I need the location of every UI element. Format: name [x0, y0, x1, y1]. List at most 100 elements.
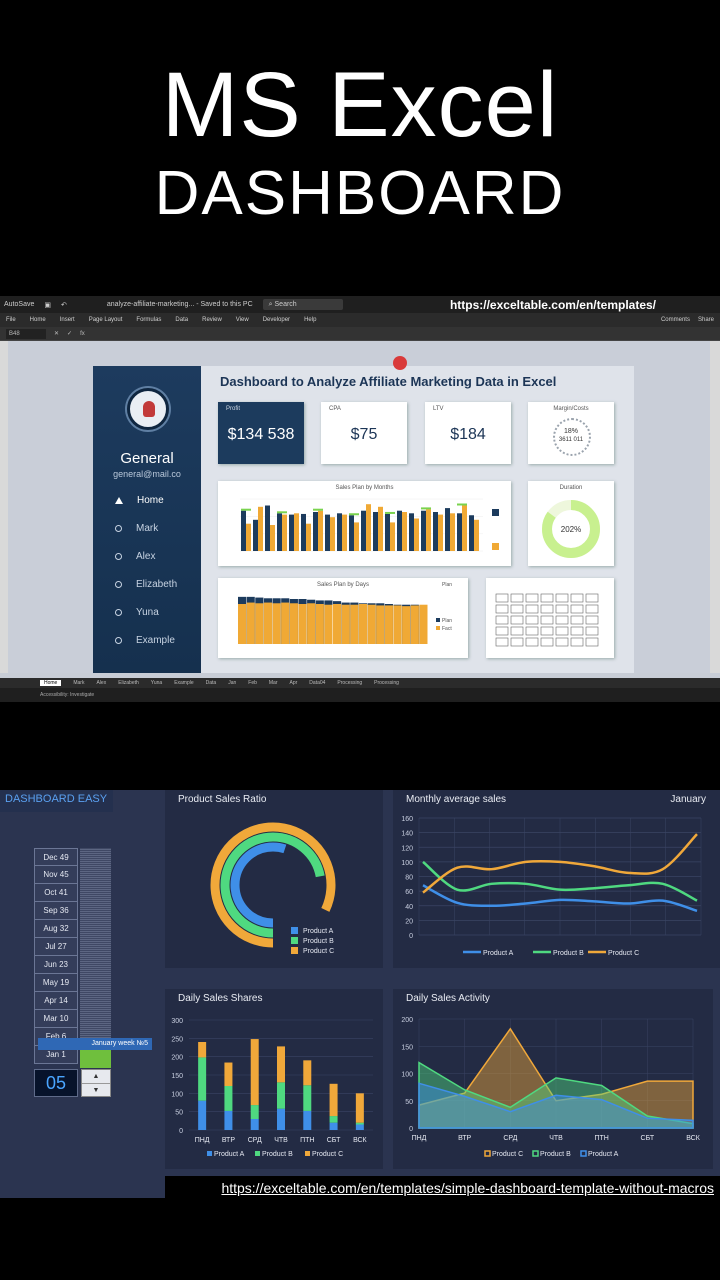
- ribbon-tab-help[interactable]: Help: [304, 317, 317, 323]
- legend-swatch: [291, 937, 298, 944]
- sidebar-item-alex[interactable]: Alex: [93, 542, 201, 570]
- bar-a: [373, 512, 378, 551]
- month-item[interactable]: Jun 23: [34, 956, 78, 974]
- sidebar-nav: Home Mark Alex Elizabeth Yuna Example: [93, 486, 201, 654]
- sheet-tab[interactable]: Feb: [248, 680, 257, 686]
- x-tick-label: ПТН: [594, 1135, 608, 1142]
- sidebar-item-example[interactable]: Example: [93, 626, 201, 654]
- calendar-cell: [495, 615, 509, 625]
- calendar-cell: [510, 637, 524, 647]
- autosave-toggle[interactable]: AutoSave: [4, 301, 35, 308]
- y-tick-label: 50: [405, 1099, 413, 1106]
- month-item[interactable]: Dec 49: [34, 848, 78, 866]
- calendar-cell: [540, 626, 554, 636]
- month-item[interactable]: Oct 41: [34, 884, 78, 902]
- calendar-cell: [510, 593, 524, 603]
- bar-a: [445, 508, 450, 551]
- month-item[interactable]: Sep 36: [34, 902, 78, 920]
- ribbon-tab-view[interactable]: View: [235, 317, 249, 323]
- sheet-tab[interactable]: Processing: [374, 680, 399, 686]
- ribbon-tab-file[interactable]: File: [6, 317, 16, 323]
- month-item[interactable]: Nov 45: [34, 866, 78, 884]
- ribbon-tab-home[interactable]: Home: [29, 317, 46, 323]
- sheet-tab[interactable]: Processing: [337, 680, 363, 686]
- ribbon-tab-insert[interactable]: Insert: [59, 317, 75, 323]
- bar-b: [282, 514, 287, 551]
- legend-swatch: [532, 1150, 539, 1157]
- vertical-scrollbar[interactable]: [710, 341, 720, 673]
- calendar-panel: [486, 578, 614, 658]
- circle-icon: [115, 552, 122, 560]
- legend-label: Product A: [214, 1151, 245, 1158]
- sales-by-days-chart: Plan Plan Fact: [238, 582, 452, 644]
- legend-swatch: [207, 1151, 212, 1156]
- fx-icon[interactable]: fx: [80, 330, 85, 337]
- series-line-product-b: [422, 860, 698, 902]
- sheet-tab[interactable]: Mark: [73, 680, 85, 686]
- sheet-tab[interactable]: Data04: [309, 680, 326, 686]
- panel-title: Sales Plan by Months: [335, 485, 394, 491]
- spinner-down-button[interactable]: ▼: [82, 1083, 110, 1096]
- sheet-tab[interactable]: Mar: [268, 680, 278, 686]
- legend-label: Product B: [262, 1151, 293, 1158]
- week-spinner-value[interactable]: 05: [34, 1069, 78, 1097]
- sheet-tab[interactable]: Home: [40, 680, 62, 686]
- y-tick-label: 80: [405, 875, 413, 882]
- legend-swatch: [291, 927, 298, 934]
- month-item[interactable]: Mar 10: [34, 1010, 78, 1028]
- confirm-icon[interactable]: ✓: [67, 331, 73, 337]
- sheet-tab[interactable]: Alex: [96, 680, 107, 686]
- undo-icon[interactable]: ↶: [60, 301, 67, 309]
- month-item[interactable]: Apr 14: [34, 992, 78, 1010]
- bar-fact: [350, 604, 359, 644]
- bar-segment-product-c: [329, 1083, 338, 1117]
- month-item[interactable]: Jul 27: [34, 938, 78, 956]
- bar-a: [337, 513, 342, 551]
- calendar-cell: [570, 626, 584, 636]
- worksheet-area: General general@mail.co Home Mark Alex Eliz…: [0, 341, 720, 673]
- ribbon-tab-page-layout[interactable]: Page Layout: [88, 317, 123, 323]
- calendar-cell: [540, 604, 554, 614]
- ribbon-tab-developer[interactable]: Developer: [262, 317, 291, 323]
- sidebar-item-home[interactable]: Home: [93, 486, 201, 514]
- sheet-tab[interactable]: Elizabeth: [118, 680, 139, 686]
- month-item[interactable]: Aug 32: [34, 920, 78, 938]
- ribbon-tab-formulas[interactable]: Formulas: [136, 317, 162, 323]
- sheet-tab[interactable]: Apr: [289, 680, 298, 686]
- sales-by-months-panel: Sales Plan by Months: [218, 481, 511, 566]
- save-icon[interactable]: ▣: [44, 301, 51, 309]
- sidebar-item-elizabeth[interactable]: Elizabeth: [93, 570, 201, 598]
- name-box[interactable]: B48: [6, 328, 46, 339]
- month-item[interactable]: Jan 1: [34, 1046, 78, 1064]
- circle-icon: [115, 580, 122, 588]
- bar-b: [462, 505, 467, 551]
- status-bar: Accessibility: Investigate: [0, 688, 720, 702]
- bar-fact: [289, 603, 298, 644]
- sheet-tab[interactable]: Example: [174, 680, 194, 686]
- sheet-tab[interactable]: Data: [205, 680, 217, 686]
- ribbon-tab-data[interactable]: Data: [175, 317, 189, 323]
- sidebar-item-yuna[interactable]: Yuna: [93, 598, 201, 626]
- sheet-tab[interactable]: Yuna: [150, 680, 163, 686]
- calendar-cell: [570, 593, 584, 603]
- x-tick-label: ПТН: [300, 1137, 314, 1144]
- share-button[interactable]: Share: [697, 317, 714, 323]
- calendar-cell: [585, 604, 599, 614]
- sidebar-item-label: Home: [137, 494, 164, 506]
- kpi-ltv: LTV $184: [425, 402, 511, 464]
- panel-title: Sales Plan by Days: [316, 582, 370, 588]
- spinner-up-button[interactable]: ▲: [92, 1073, 100, 1080]
- comments-button[interactable]: Comments: [660, 317, 690, 323]
- bar-segment-product-b: [303, 1085, 312, 1111]
- search-box[interactable]: ⌕ Search: [262, 299, 343, 310]
- week-slider-fill[interactable]: [80, 1048, 111, 1068]
- legend-swatch: [255, 1151, 260, 1156]
- bar-fact: [333, 604, 342, 644]
- sidebar-item-mark[interactable]: Mark: [93, 514, 201, 542]
- template-link[interactable]: https://exceltable.com/en/templates/simp…: [165, 1176, 720, 1200]
- cancel-icon[interactable]: ✕: [54, 331, 60, 337]
- month-item[interactable]: May 19: [34, 974, 78, 992]
- sheet-tab[interactable]: Jan: [228, 680, 237, 686]
- ribbon-tab-review[interactable]: Review: [202, 317, 222, 323]
- week-slider-track[interactable]: [80, 848, 111, 1068]
